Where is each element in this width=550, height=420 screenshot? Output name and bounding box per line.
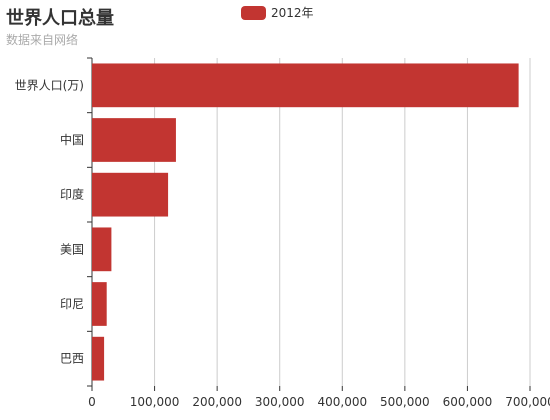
y-tick-label: 美国 bbox=[60, 242, 84, 256]
legend[interactable]: 2012年 bbox=[241, 4, 314, 21]
x-tick-label: 600,000 bbox=[443, 395, 493, 409]
x-tick-label: 700,000 bbox=[505, 395, 550, 409]
legend-label: 2012年 bbox=[271, 6, 314, 20]
y-tick-label: 印尼 bbox=[60, 297, 84, 311]
x-tick-label: 100,000 bbox=[130, 395, 180, 409]
x-tick-label: 0 bbox=[88, 395, 96, 409]
x-tick-label: 300,000 bbox=[255, 395, 305, 409]
bar bbox=[92, 63, 519, 108]
chart-title: 世界人口总量 bbox=[6, 8, 114, 29]
bar bbox=[92, 336, 105, 381]
x-tick-label: 200,000 bbox=[192, 395, 242, 409]
chart-subtitle: 数据来自网络 bbox=[6, 33, 79, 47]
legend-swatch bbox=[241, 5, 266, 20]
bar bbox=[92, 172, 169, 217]
bar bbox=[92, 118, 176, 162]
bar bbox=[92, 227, 112, 272]
y-tick-label: 世界人口(万) bbox=[15, 78, 84, 92]
y-tick-label: 中国 bbox=[60, 132, 84, 147]
y-tick-label: 巴西 bbox=[60, 352, 84, 366]
x-tick-label: 400,000 bbox=[317, 395, 367, 409]
y-tick-label: 印度 bbox=[60, 187, 84, 202]
x-tick-label: 500,000 bbox=[380, 395, 430, 409]
bar bbox=[92, 282, 107, 326]
